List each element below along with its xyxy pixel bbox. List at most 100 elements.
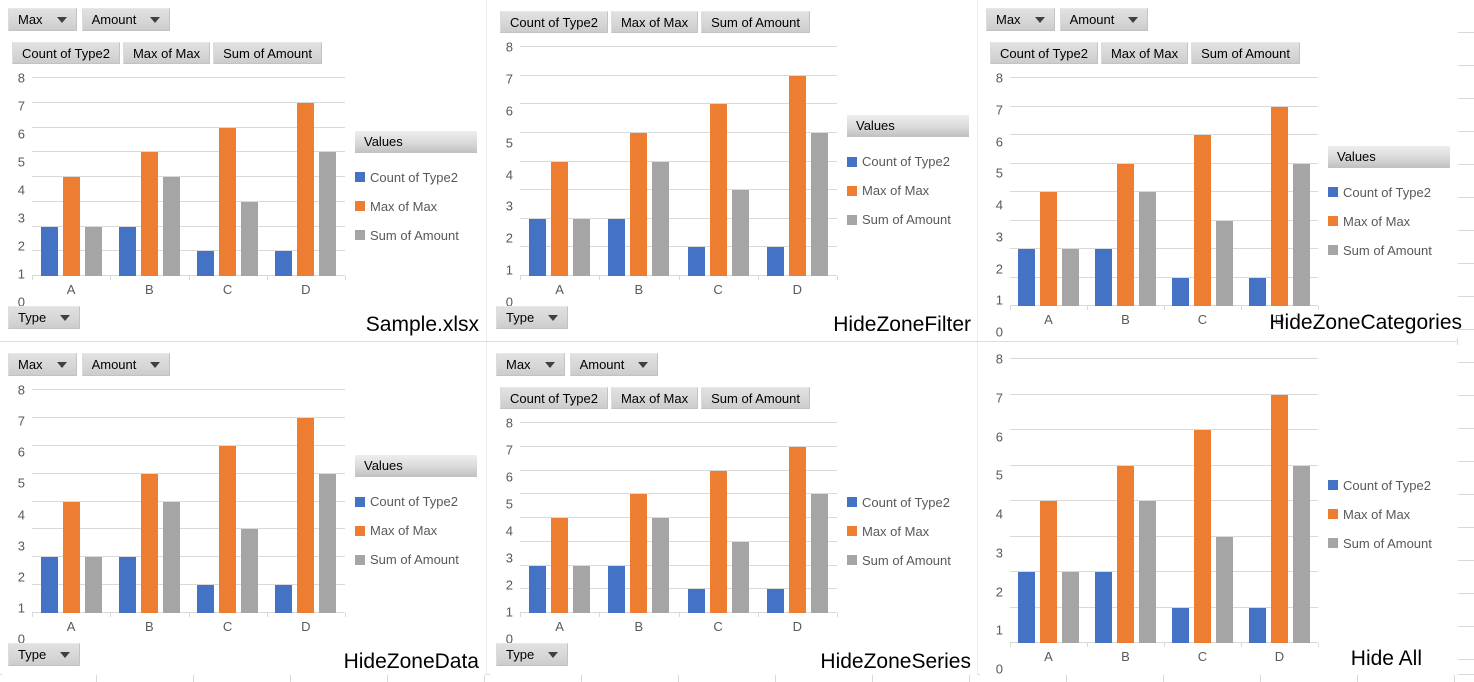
bar-max-of-max-a xyxy=(62,177,80,276)
value-field-button-sum-of-amount[interactable]: Sum of Amount xyxy=(213,42,323,64)
category-label-c: C xyxy=(1197,311,1208,327)
y-axis-tick-label: 8 xyxy=(995,70,1003,86)
values-field-button[interactable]: Values xyxy=(1328,145,1450,168)
legend-item-max-of-max: Max of Max xyxy=(847,183,973,198)
axis-field-button-type[interactable]: Type xyxy=(496,306,569,329)
y-axis-tick-label: 4 xyxy=(17,182,25,198)
axis-tick xyxy=(1241,643,1242,647)
pivot-chart-panel-hide-zone-filter: Count of Type2 Max of Max Sum of Amount 0 1 2… xyxy=(490,0,977,338)
value-field-button-count-of-type2[interactable]: Count of Type2 xyxy=(500,387,608,409)
bar-group-c xyxy=(189,78,267,276)
value-field-button-count-of-type2[interactable]: Count of Type2 xyxy=(500,11,608,33)
gridline xyxy=(520,46,837,47)
sheet-name-label: HideZoneFilter xyxy=(833,313,971,336)
plot-area xyxy=(520,422,838,617)
value-field-button-count-of-type2[interactable]: Count of Type2 xyxy=(990,42,1098,64)
axis-tick xyxy=(678,276,680,280)
value-field-button-max-of-max[interactable]: Max of Max xyxy=(122,42,211,64)
bar-sum-of-amount-a xyxy=(84,226,102,276)
values-field-button[interactable]: Values xyxy=(847,115,969,137)
gridline xyxy=(32,416,345,418)
filter-field-button-max[interactable]: Max xyxy=(8,8,77,31)
filter-field-button-max[interactable]: Max xyxy=(496,353,565,376)
legend-label: Sum of Amount xyxy=(370,552,459,567)
categories-zone: Type xyxy=(496,639,977,675)
axis-field-button-type[interactable]: Type xyxy=(496,643,569,666)
bar-groups xyxy=(1010,359,1318,643)
bar-sum-of-amount-c xyxy=(241,529,259,613)
panel-separator-vertical xyxy=(486,0,487,675)
gridline xyxy=(520,564,837,566)
y-axis-tick-label: 7 xyxy=(995,390,1003,406)
filter-field-button-max[interactable]: Max xyxy=(8,353,77,376)
gridline xyxy=(1010,77,1318,78)
value-field-button-sum-of-amount[interactable]: Sum of Amount xyxy=(701,11,811,33)
axis-tick xyxy=(345,613,346,617)
bar-count-of-type2-a xyxy=(529,565,547,613)
sheet-name-label: Sample.xlsx xyxy=(365,313,479,336)
chart-area: 0 1 2 3 4 5 6 7 8 A B C D Values Count of Type2 Max of … xyxy=(8,72,481,309)
axis-field-button-type[interactable]: Type xyxy=(8,643,81,666)
categories-zone: Type xyxy=(8,302,485,338)
data-zone: Count of Type2 Max of Max Sum of Amount xyxy=(990,42,1458,64)
value-field-button-max-of-max[interactable]: Max of Max xyxy=(610,387,699,409)
filter-field-button-amount[interactable]: Amount xyxy=(81,353,171,376)
bar-count-of-type2-d xyxy=(275,251,293,276)
legend-swatch-icon xyxy=(847,185,857,196)
filter-field-button-amount[interactable]: Amount xyxy=(569,353,659,376)
y-axis-tick-label: 2 xyxy=(17,238,25,254)
value-field-button-max-of-max[interactable]: Max of Max xyxy=(610,11,699,33)
category-label-c: C xyxy=(222,618,233,634)
axis-tick xyxy=(678,613,680,617)
bar-count-of-type2-a xyxy=(40,557,58,613)
bar-sum-of-amount-d xyxy=(810,494,828,613)
category-label-a: A xyxy=(1044,648,1053,664)
bar-groups xyxy=(32,390,345,613)
value-field-button-max-of-max[interactable]: Max of Max xyxy=(1100,42,1189,64)
panel-separator-horizontal xyxy=(0,341,1458,342)
filter-field-button-amount[interactable]: Amount xyxy=(81,8,171,31)
bar-count-of-type2-d xyxy=(1249,277,1266,306)
legend-item-count-of-type2: Count of Type2 xyxy=(355,494,481,509)
axis-field-button-type[interactable]: Type xyxy=(8,306,81,329)
legend-swatch-icon xyxy=(847,214,857,225)
gridline xyxy=(1010,606,1318,608)
values-field-button[interactable]: Values xyxy=(355,455,477,477)
gridline xyxy=(520,493,837,495)
axis-tick xyxy=(110,276,112,280)
value-field-button-sum-of-amount[interactable]: Sum of Amount xyxy=(701,387,811,409)
legend-item-sum-of-amount: Sum of Amount xyxy=(1328,243,1454,258)
gridline xyxy=(32,500,345,502)
x-axis-labels: A B C D xyxy=(32,276,345,302)
bar-group-d xyxy=(1241,78,1318,306)
filter-field-button-max[interactable]: Max xyxy=(986,8,1055,31)
bar-sum-of-amount-d xyxy=(319,473,337,613)
axis-field-label: Type xyxy=(18,647,47,662)
plot-area xyxy=(32,77,346,280)
categories-zone: Type xyxy=(496,302,977,338)
bar-max-of-max-d xyxy=(1271,106,1288,306)
bar-max-of-max-d xyxy=(297,417,315,613)
filter-field-label: Max xyxy=(18,357,43,372)
legend-item-sum-of-amount: Sum of Amount xyxy=(847,212,973,227)
axis-tick xyxy=(520,276,521,280)
bar-max-of-max-c xyxy=(709,470,727,613)
filter-field-button-amount[interactable]: Amount xyxy=(1059,8,1149,31)
bar-sum-of-amount-d xyxy=(810,132,828,276)
bar-max-of-max-b xyxy=(630,132,648,276)
dropdown-arrow-icon xyxy=(56,361,67,368)
filter-zone: Max Amount xyxy=(496,353,977,376)
category-label-c: C xyxy=(713,281,723,297)
y-axis-tick-label: 6 xyxy=(17,126,25,142)
value-field-label: Max of Max xyxy=(620,390,689,406)
legend-swatch-icon xyxy=(847,156,857,167)
filter-field-label: Amount xyxy=(91,12,137,27)
y-axis-tick-label: 8 xyxy=(995,351,1003,367)
y-axis-tick-label: 8 xyxy=(17,70,25,86)
bar-sum-of-amount-b xyxy=(162,177,180,276)
value-field-button-sum-of-amount[interactable]: Sum of Amount xyxy=(1191,42,1301,64)
y-axis-tick-label: 7 xyxy=(505,442,513,458)
value-field-button-count-of-type2[interactable]: Count of Type2 xyxy=(12,42,120,64)
gridline xyxy=(1010,642,1318,643)
values-field-button[interactable]: Values xyxy=(355,130,477,153)
